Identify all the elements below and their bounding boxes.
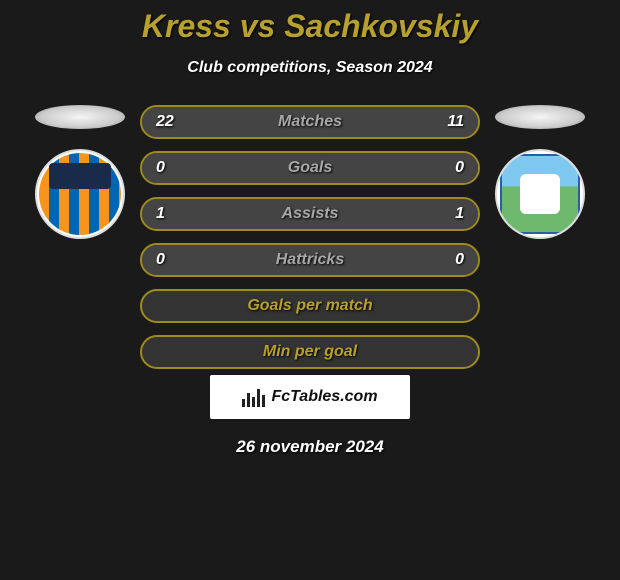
stat-bar-assists: 1 1 Assists <box>140 197 480 231</box>
stat-value-left: 1 <box>156 205 165 223</box>
player-silhouette-right <box>495 105 585 129</box>
club-badge-right <box>495 149 585 239</box>
stat-bar-matches: 22 11 Matches <box>140 105 480 139</box>
snapshot-date: 26 november 2024 <box>236 437 383 457</box>
page-title: Kress vs Sachkovskiy <box>142 8 478 45</box>
club-badge-right-art <box>500 154 580 234</box>
stat-value-right: 1 <box>455 205 464 223</box>
stat-label: Assists <box>282 205 339 223</box>
stat-value-left: 0 <box>156 159 165 177</box>
club-badge-left <box>35 149 125 239</box>
stat-bar-hattricks: 0 0 Hattricks <box>140 243 480 277</box>
stat-label: Matches <box>278 113 342 131</box>
stat-bar-min-per-goal: Min per goal <box>140 335 480 369</box>
comparison-card: Kress vs Sachkovskiy Club competitions, … <box>0 0 620 457</box>
stat-label: Goals <box>288 159 332 177</box>
right-player-col <box>490 105 590 239</box>
stat-value-right: 0 <box>455 159 464 177</box>
stat-value-right: 11 <box>447 113 464 131</box>
player-silhouette-left <box>35 105 125 129</box>
stat-value-left: 0 <box>156 251 165 269</box>
stat-fill-right <box>310 153 478 183</box>
main-area: 2211Matches00Goals11Assists00HattricksGo… <box>0 105 620 369</box>
stat-value-right: 0 <box>455 251 464 269</box>
left-player-col <box>30 105 130 239</box>
stat-bar-goals: 0 0 Goals <box>140 151 480 185</box>
branding-badge[interactable]: FcTables.com <box>210 375 410 419</box>
bar-chart-icon <box>242 387 265 407</box>
stats-column: 2211Matches00Goals11Assists00HattricksGo… <box>140 105 480 369</box>
page-subtitle: Club competitions, Season 2024 <box>187 59 432 77</box>
stat-value-left: 22 <box>156 113 174 131</box>
stat-bar-goals-per-match: Goals per match <box>140 289 480 323</box>
stat-label: Goals per match <box>247 297 372 315</box>
club-badge-left-art <box>39 153 121 235</box>
branding-text: FcTables.com <box>271 388 377 406</box>
stat-fill-left <box>142 153 310 183</box>
stat-label: Min per goal <box>263 343 357 361</box>
stat-label: Hattricks <box>276 251 344 269</box>
